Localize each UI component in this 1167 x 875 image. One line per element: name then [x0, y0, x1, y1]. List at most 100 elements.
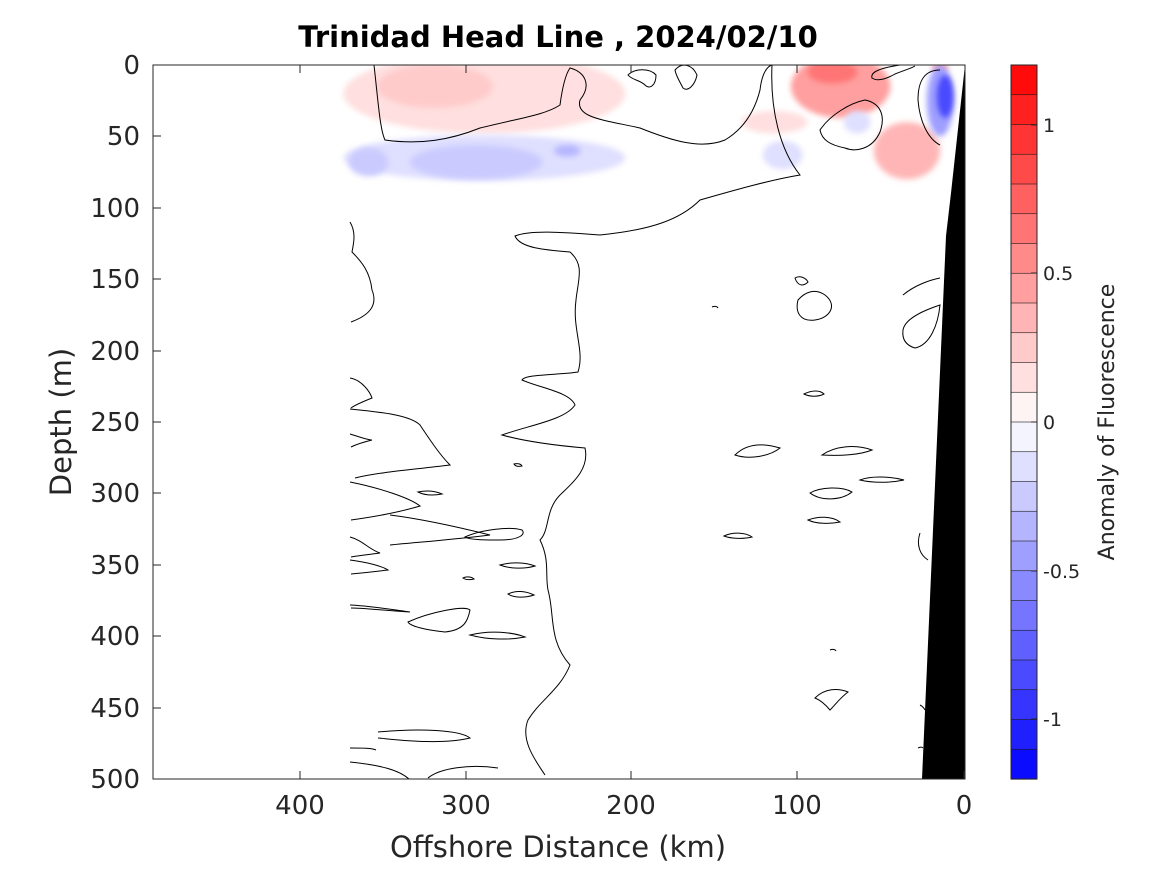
plot-background [153, 65, 965, 779]
colorbar-swatch [1010, 332, 1038, 364]
colorbar-swatch [1010, 213, 1038, 245]
negative-anomaly-patch [554, 145, 581, 157]
zero-contour [389, 514, 491, 546]
zero-contour [349, 377, 373, 409]
colorbar-swatch [1010, 421, 1038, 453]
y-tick-label: 100 [90, 194, 140, 224]
colorbar-swatch [1010, 124, 1038, 155]
x-tick-label: 0 [956, 791, 973, 821]
chart-title: Trinidad Head Line , 2024/02/10 [298, 20, 818, 54]
y-tick-label: 400 [90, 622, 140, 652]
negative-anomaly-patch [936, 75, 954, 118]
zero-contour [917, 532, 929, 561]
zero-contour [829, 648, 837, 652]
zero-contour [349, 761, 410, 779]
colorbar-swatch [1010, 540, 1038, 572]
colorbar-swatch [1010, 94, 1038, 126]
zero-contour [377, 729, 472, 743]
x-tick-label: 400 [275, 791, 325, 821]
zero-contour [919, 704, 926, 711]
colorbar-swatch [1010, 689, 1038, 721]
y-tick-label: 250 [90, 408, 140, 438]
x-tick-label: 100 [772, 791, 822, 821]
zero-contour [734, 444, 782, 458]
x-tick-labels: 400 300 200 100 0 [275, 791, 972, 821]
zero-contour [819, 99, 883, 151]
x-axis-title: Offshore Distance (km) [390, 830, 726, 864]
zero-contour [513, 463, 523, 467]
zero-contour [349, 408, 452, 479]
y-tick-labels: 0 50 100 150 200 250 300 350 400 450 500 [90, 51, 140, 795]
y-tick-label: 300 [90, 479, 140, 509]
positive-anomaly-patch [807, 65, 858, 84]
positive-anomaly-patch [741, 110, 808, 134]
x-tick-label: 200 [606, 791, 656, 821]
zero-contour [427, 765, 499, 779]
positive-anomaly-patch [791, 65, 891, 118]
zero-contour [349, 536, 381, 558]
colorbar-swatch [1010, 629, 1038, 661]
zero-contour [468, 631, 527, 640]
zero-contour [349, 559, 390, 575]
zero-contour [814, 689, 850, 711]
zero-contour [416, 490, 444, 496]
colorbar-swatch [1010, 391, 1038, 423]
y-tick-label: 200 [90, 337, 140, 367]
y-tick-label: 350 [90, 551, 140, 581]
positive-anomaly-patch [376, 65, 493, 108]
colorbar-swatch [1010, 659, 1038, 691]
colorbar-swatch [1010, 510, 1038, 542]
zero-contour [373, 65, 773, 145]
colorbar-swatch [1010, 362, 1038, 393]
zero-contour [507, 591, 536, 598]
zero-contour [711, 305, 719, 309]
zero-contour [498, 562, 537, 569]
zero-contour [349, 481, 422, 521]
zero-contour [809, 487, 853, 500]
zero-contour [794, 276, 809, 286]
colorbar-swatch [1010, 481, 1038, 512]
bathymetry-fill [922, 65, 965, 779]
zero-contour [349, 747, 377, 751]
colorbar-tick-labels: 1 0.5 0 -0.5 -1 [1043, 115, 1080, 731]
zero-contour [917, 69, 941, 146]
negative-anomaly-patch [762, 140, 803, 170]
colorbar-swatch [1010, 719, 1038, 750]
y-tick-label: 50 [107, 122, 140, 152]
zero-contour [917, 746, 924, 749]
zero-contour [820, 446, 874, 456]
colorbar-tick-label: 1 [1043, 115, 1055, 137]
zero-contour [407, 607, 471, 633]
negative-anomaly-patch [844, 110, 871, 134]
colorbar-tick-label: 0.5 [1043, 263, 1073, 285]
zero-contour [462, 576, 475, 581]
y-axis-title: Depth (m) [44, 348, 78, 496]
zero-contour [722, 532, 754, 539]
colorbar-tick-label: -0.5 [1043, 561, 1080, 583]
colorbar-swatch [1010, 600, 1038, 631]
negative-anomaly-patch [409, 145, 543, 180]
x-tick-label: 300 [441, 791, 491, 821]
zero-contour [349, 604, 411, 613]
positive-anomaly-patch [873, 122, 941, 180]
zero-contour [500, 65, 801, 776]
colorbar-swatch [1010, 183, 1038, 215]
colorbar-swatch [1010, 153, 1038, 185]
zero-contour-lines [349, 65, 941, 779]
zero-contour [349, 221, 375, 323]
y-ticks [153, 135, 161, 709]
zero-contour [806, 516, 842, 524]
colorbar [1010, 64, 1038, 780]
negative-anomaly-patch [348, 147, 389, 177]
y-tick-label: 150 [90, 265, 140, 295]
zero-contour [902, 277, 941, 296]
colorbar-ticks [1031, 124, 1037, 720]
colorbar-swatch [1010, 243, 1038, 274]
zero-contour [796, 290, 833, 321]
colorbar-title: Anomaly of Fluorescence [1095, 284, 1120, 561]
zero-contour [463, 527, 524, 541]
y-tick-label: 500 [90, 765, 140, 795]
colorbar-swatch [1010, 302, 1038, 334]
colorbar-swatch [1010, 272, 1038, 304]
